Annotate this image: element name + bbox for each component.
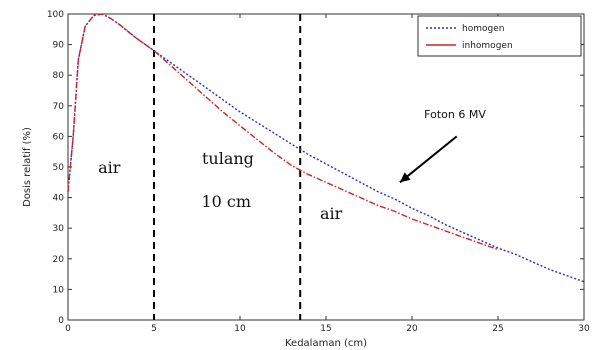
y-tick-label: 80	[53, 71, 65, 81]
region-boundaries	[153, 14, 302, 320]
y-tick-label: 40	[53, 194, 65, 204]
annotation-label: air	[320, 204, 343, 223]
legend-entry-homogen: homogen	[462, 24, 504, 34]
x-axis-label: Kedalaman (cm)	[285, 338, 367, 349]
y-tick-label: 100	[47, 10, 64, 20]
annotation-label: Foton 6 MV	[424, 108, 486, 121]
y-tick-label: 30	[53, 224, 65, 234]
legend: homogen inhomogen	[417, 15, 582, 57]
series-line-homogen	[67, 13, 585, 283]
annotation-arrow	[399, 135, 458, 184]
legend-box	[417, 15, 582, 57]
annotations: air tulang 10 cm air Foton 6 MV	[98, 108, 486, 223]
y-tick-label: 0	[58, 316, 64, 326]
plot-area	[67, 13, 585, 321]
arrow-shaft	[399, 135, 458, 184]
series-layer	[67, 13, 585, 283]
x-tick-label: 10	[234, 324, 246, 334]
arrow-head	[399, 172, 411, 183]
y-tick-label: 90	[53, 41, 65, 51]
y-axis-label: Dosis relatif (%)	[22, 127, 33, 207]
annotation-label: air	[98, 158, 121, 177]
axis-ticks: 0 5 10 15 20 25 30 0 10 20 30 40 50 60 70 80 90 100	[47, 10, 590, 334]
x-tick-label: 0	[65, 324, 71, 334]
x-tick-label: 30	[578, 324, 590, 334]
series-line-inhomogen	[67, 13, 499, 251]
x-tick-label: 5	[151, 324, 157, 334]
y-tick-label: 50	[53, 163, 65, 173]
annotation-label: 10 cm	[201, 192, 251, 211]
y-tick-label: 20	[53, 255, 65, 265]
legend-entry-inhomogen: inhomogen	[462, 41, 513, 51]
y-tick-label: 60	[53, 132, 65, 142]
annotation-label: tulang	[202, 149, 254, 168]
x-tick-label: 20	[406, 324, 418, 334]
y-tick-label: 70	[53, 102, 65, 112]
x-tick-label: 15	[320, 324, 331, 334]
x-tick-label: 25	[492, 324, 503, 334]
y-tick-label: 10	[53, 285, 65, 295]
